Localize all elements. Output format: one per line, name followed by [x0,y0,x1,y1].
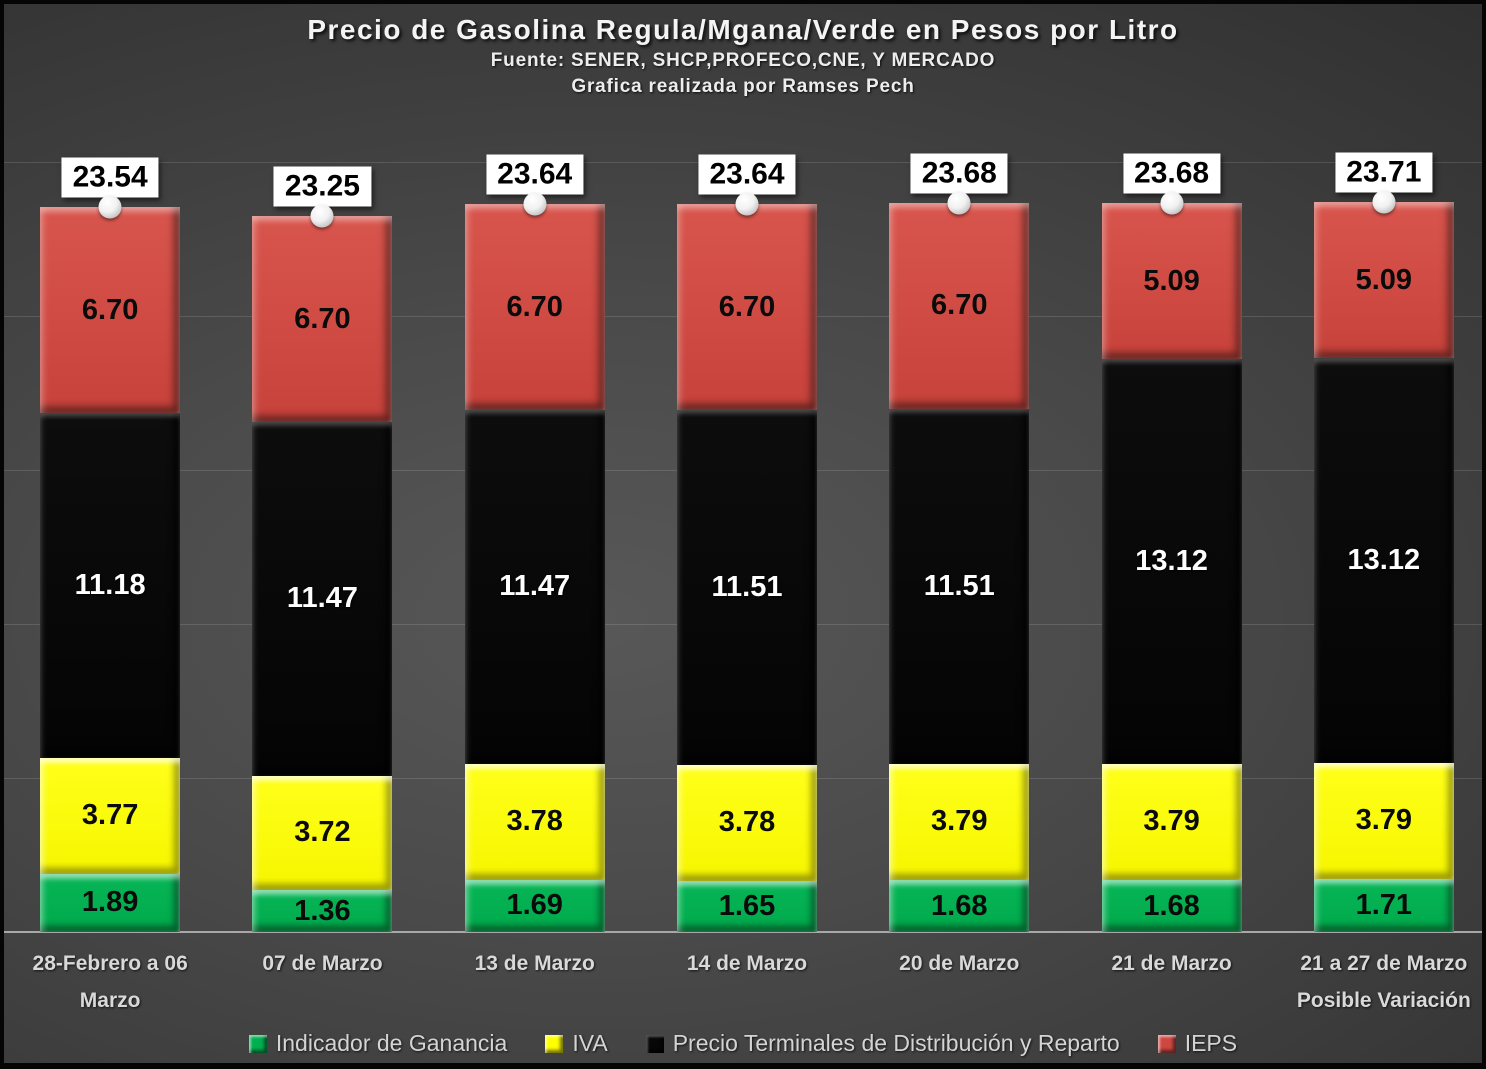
chart-title: Precio de Gasolina Regula/Mgana/Verde en… [307,14,1179,45]
segment-value-label: 6.70 [506,290,563,323]
segment-value-label: 1.68 [931,889,988,922]
total-marker-dot-icon [98,195,122,219]
bar-segment-green: 1.36 [252,890,393,932]
total-marker-dot-icon [1160,191,1184,215]
bar-segment-green: 1.68 [889,880,1030,932]
bar-segment-yellow: 3.79 [889,763,1030,881]
legend: Indicador de Ganancia IVA Precio Terminale… [4,1030,1482,1057]
segment-value-label: 3.78 [718,806,776,839]
segment-value-label: 11.47 [499,570,571,603]
segment-value-label: 3.78 [506,805,563,838]
segment-value-label: 5.09 [1355,263,1413,296]
segment-value-label: 1.36 [294,894,351,927]
segment-value-label: 6.70 [294,302,351,335]
bar-segment-green: 1.65 [677,881,817,932]
bar-segment-green: 1.71 [1313,879,1454,932]
bar-segment-black: 11.18 [40,413,181,758]
x-axis-category-label: 07 de Marzo [262,952,383,975]
bar-segment-black: 11.51 [889,409,1030,764]
segment-value-label: 1.71 [1355,889,1413,922]
segment-value-label: 1.68 [1143,889,1200,922]
legend-item: IEPS [1157,1030,1238,1057]
bar-segment-yellow: 3.79 [1313,762,1454,880]
bar-segment-green: 1.69 [464,879,605,932]
x-axis-line [4,931,1482,933]
bar-segment-red: 6.70 [889,202,1030,409]
total-value-label: 23.64 [698,154,796,195]
total-value-label: 23.71 [1335,152,1433,193]
plot-area: 1.89 3.77 11.18 6.70 23.54 28-Febrero a 06 Ma… [4,4,1482,1063]
bar-segment-yellow: 3.72 [252,775,393,891]
bar-segment-red: 6.70 [677,203,817,411]
segment-value-label: 3.79 [931,805,988,838]
segment-value-label: 11.51 [711,570,783,603]
bar-segment-yellow: 3.77 [40,757,181,874]
segment-value-label: 1.89 [81,886,139,919]
total-marker-dot-icon [735,192,759,216]
total-marker-dot-icon [1372,190,1396,214]
chart-source: Fuente: SENER, SHCP,PROFECO,CNE, Y MERCA… [490,50,996,71]
legend-label: IVA [572,1030,608,1056]
x-axis-category-label: 20 de Marzo [899,952,1020,975]
x-axis-category-label: 28-Febrero a 06 Marzo [32,952,188,1012]
segment-value-label: 11.18 [74,568,146,601]
chart-header: Precio de Gasolina Regula/Mgana/Verde en… [4,14,1482,98]
segment-value-label: 3.72 [294,816,351,849]
legend-item: Indicador de Ganancia [248,1030,508,1057]
bar-segment-green: 1.89 [40,873,181,932]
legend-marker-black-icon [645,1034,664,1053]
total-marker-dot-icon [310,204,334,228]
segment-value-label: 3.79 [1355,804,1413,837]
x-axis-category-label: 21 a 27 de Marzo Posible Variación [1296,952,1471,1012]
total-value-label: 23.54 [61,157,159,198]
bar-segment-red: 5.09 [1313,201,1454,359]
legend-marker-yellow-icon [545,1034,564,1053]
legend-item: IVA [545,1030,608,1057]
bar-segment-red: 6.70 [252,215,393,423]
total-value-label: 23.68 [1123,153,1221,194]
segment-value-label: 6.70 [718,290,776,323]
legend-label: Precio Terminales de Distribución y Repa… [672,1030,1120,1056]
legend-marker-red-icon [1157,1034,1176,1053]
legend-item: Precio Terminales de Distribución y Repa… [645,1030,1120,1057]
segment-value-label: 6.70 [931,289,988,322]
bar-segment-red: 5.09 [1101,202,1242,360]
bar-segment-black: 11.47 [252,422,393,776]
total-value-label: 23.64 [486,154,584,195]
bar-segment-green: 1.68 [1101,880,1242,932]
x-axis-category-label: 13 de Marzo [474,952,595,975]
bar-segment-black: 13.12 [1313,358,1454,763]
x-axis-category-label: 21 de Marzo [1111,952,1232,975]
total-marker-dot-icon [523,192,547,216]
segment-value-label: 3.79 [1143,805,1200,838]
segment-value-label: 11.47 [286,582,358,615]
bar-segment-black: 11.47 [464,410,605,764]
bar-segment-yellow: 3.79 [1101,763,1242,881]
segment-value-label: 6.70 [81,293,139,326]
segment-value-label: 13.12 [1347,544,1421,577]
total-value-label: 23.68 [910,153,1008,194]
chart-credit: Grafica realizada por Ramses Pech [571,76,915,97]
segment-value-label: 5.09 [1143,264,1200,297]
bar-segment-yellow: 3.78 [464,763,605,880]
bar-segment-yellow: 3.78 [677,764,817,882]
legend-label: Indicador de Ganancia [275,1030,508,1056]
legend-label: IEPS [1184,1030,1238,1056]
x-axis-category-label: 14 de Marzo [686,952,808,975]
segment-value-label: 11.51 [923,569,995,602]
segment-value-label: 1.65 [718,890,776,923]
segment-value-label: 13.12 [1135,544,1208,577]
bar-segment-black: 13.12 [1101,359,1242,764]
bar-segment-red: 6.70 [464,203,605,411]
segment-value-label: 3.77 [81,799,139,832]
total-marker-dot-icon [947,191,971,215]
bar-segment-red: 6.70 [40,206,181,414]
legend-marker-green-icon [248,1034,267,1053]
total-value-label: 23.25 [273,166,371,207]
segment-value-label: 1.69 [506,889,563,922]
bar-segment-black: 11.51 [677,410,817,765]
